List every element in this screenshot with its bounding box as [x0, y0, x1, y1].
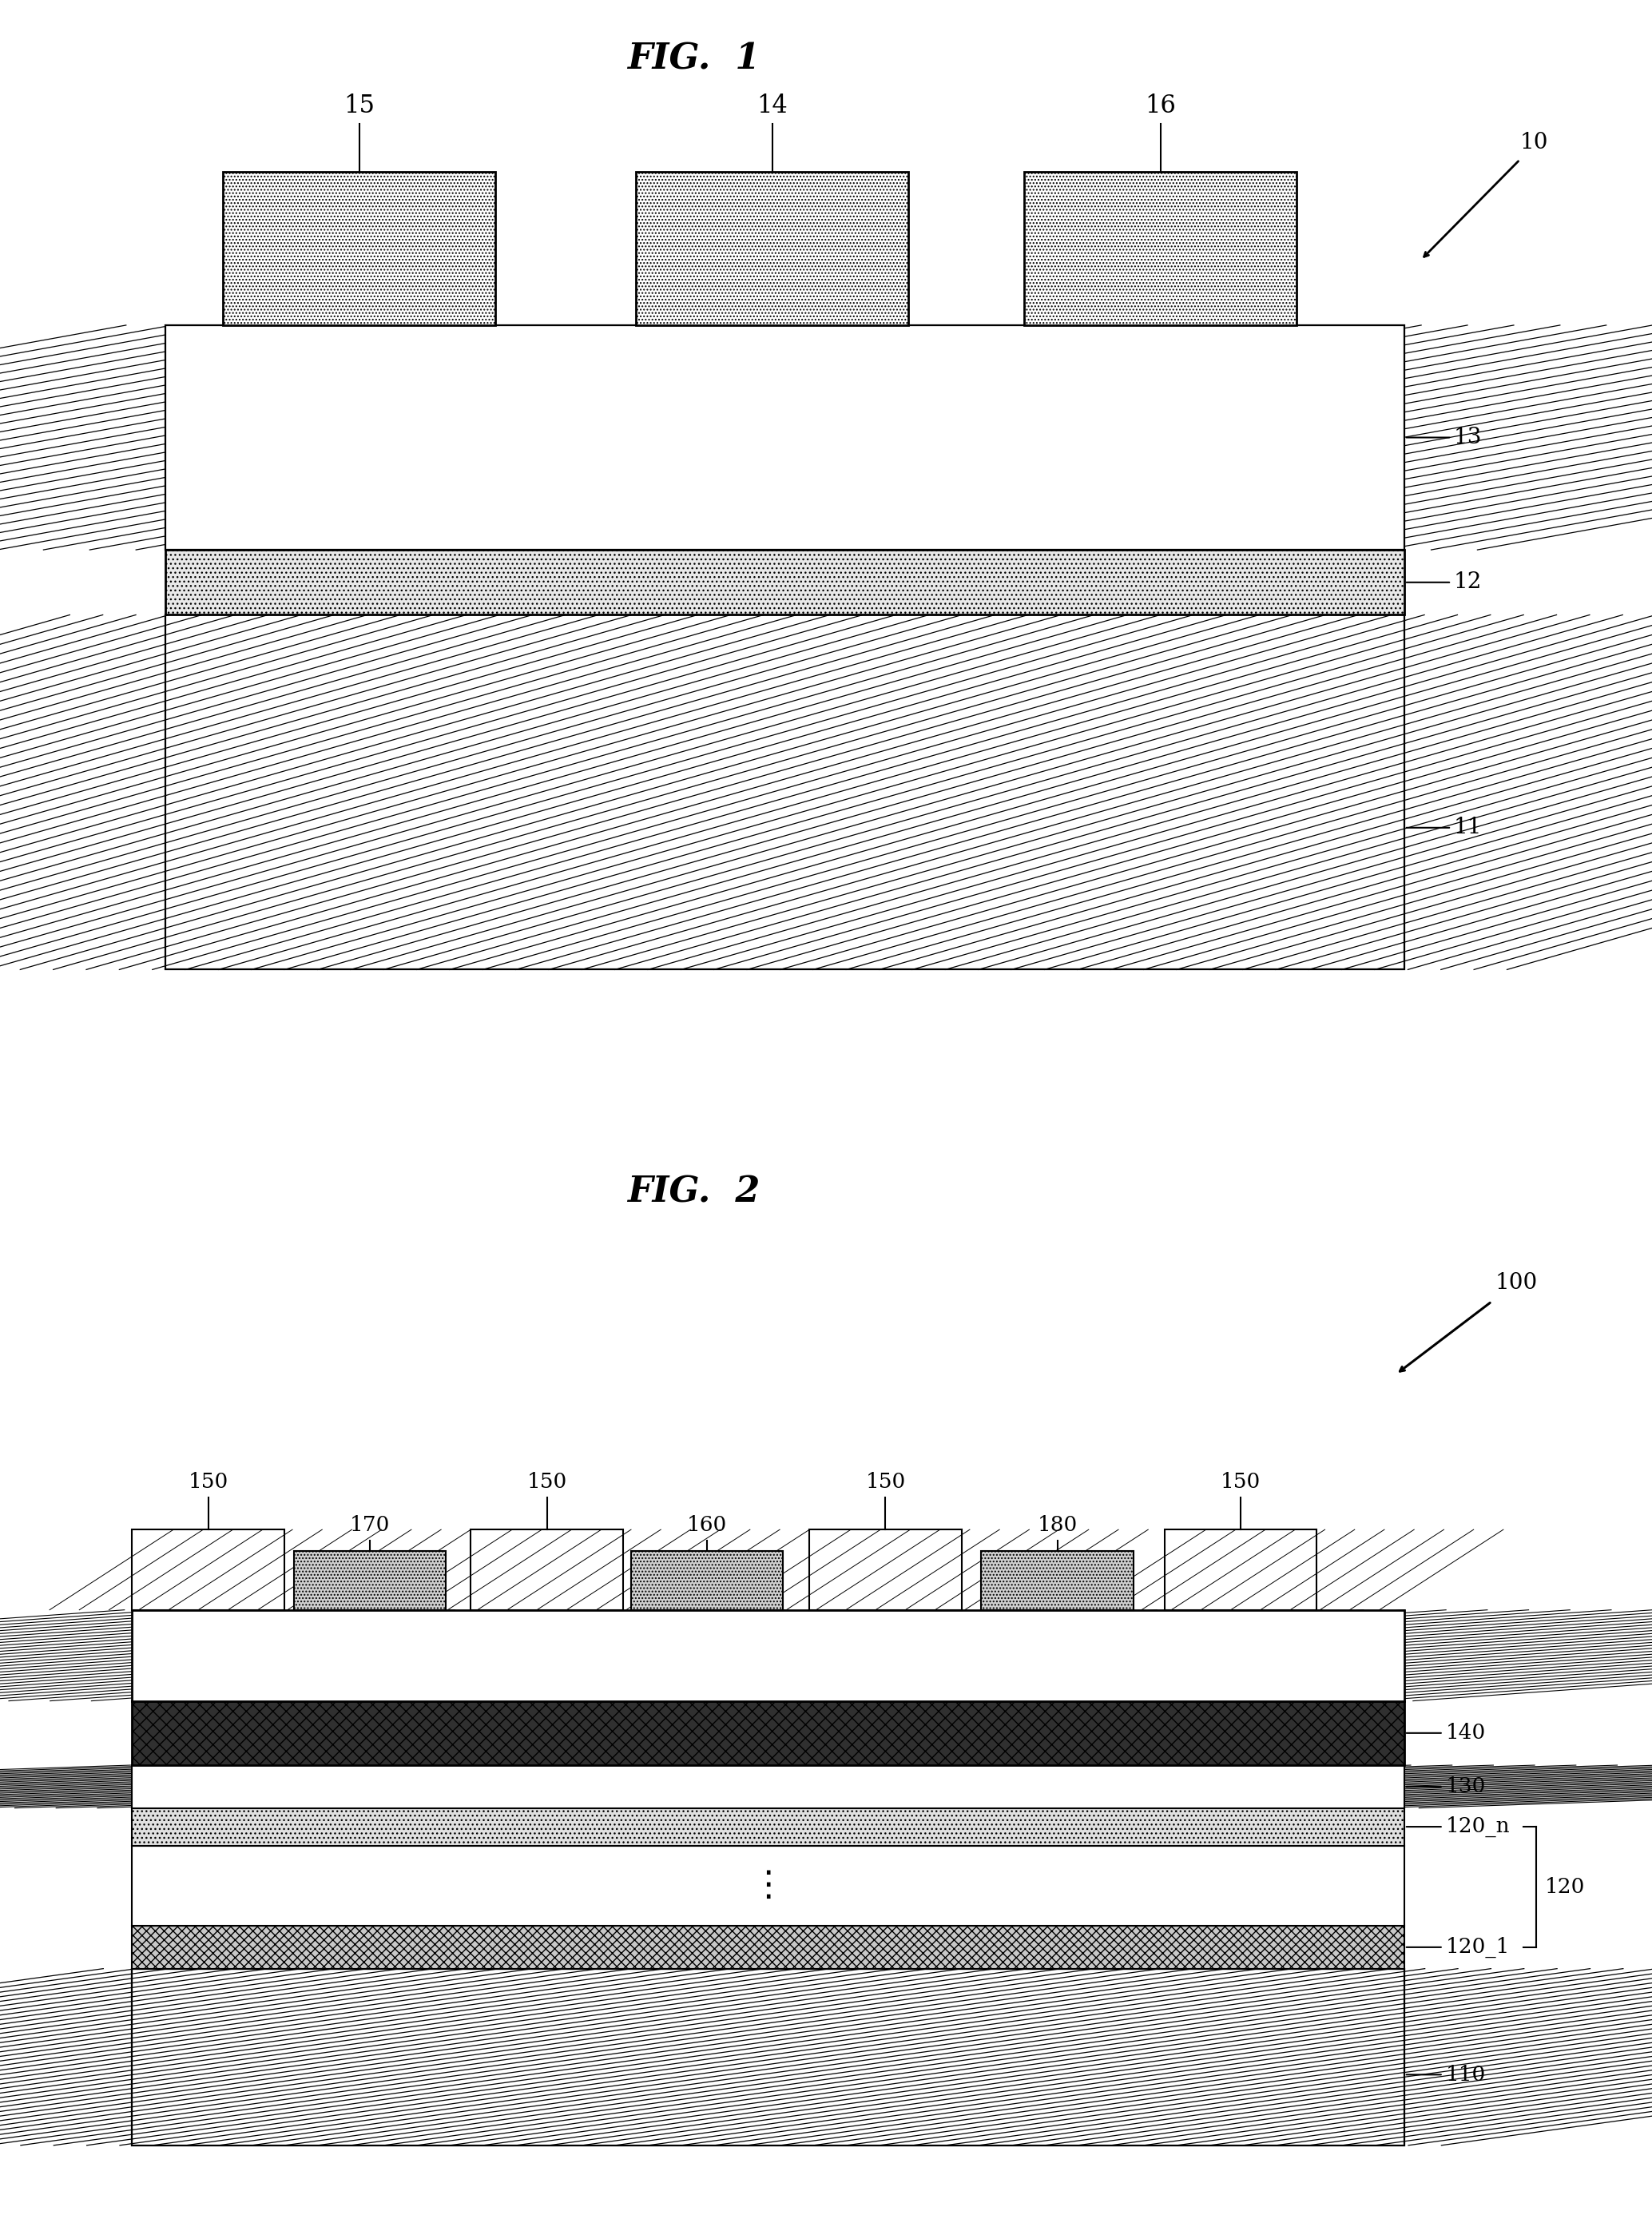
- Bar: [132, 1845, 1404, 1925]
- Text: 160: 160: [687, 1515, 727, 1535]
- Text: 15: 15: [344, 94, 375, 118]
- Text: 110: 110: [1406, 2064, 1485, 2084]
- Text: 130: 130: [1406, 1776, 1485, 1796]
- Bar: [132, 1925, 1404, 1968]
- Text: 100: 100: [1495, 1272, 1538, 1294]
- Text: 120_n: 120_n: [1406, 1816, 1510, 1836]
- Text: 120: 120: [1545, 1876, 1584, 1896]
- Bar: [1165, 1530, 1317, 1611]
- Bar: [132, 1765, 1404, 1807]
- Bar: [132, 1700, 1404, 1765]
- Bar: [132, 1611, 1404, 1700]
- Text: 170: 170: [350, 1515, 390, 1535]
- Bar: [165, 616, 1404, 970]
- Text: 140: 140: [1406, 1722, 1485, 1742]
- Bar: [165, 549, 1404, 616]
- Bar: [631, 1551, 783, 1611]
- Text: 150: 150: [1221, 1472, 1260, 1493]
- Text: 150: 150: [527, 1472, 567, 1493]
- Text: FIG.  2: FIG. 2: [628, 1176, 760, 1209]
- Text: ⋮: ⋮: [750, 1867, 786, 1903]
- Bar: [1024, 172, 1297, 326]
- Text: 13: 13: [1406, 426, 1482, 448]
- Text: 120_1: 120_1: [1406, 1937, 1510, 1957]
- Bar: [809, 1530, 961, 1611]
- Bar: [132, 1530, 284, 1611]
- Bar: [165, 326, 1404, 549]
- Text: 150: 150: [188, 1472, 228, 1493]
- Text: 150: 150: [866, 1472, 905, 1493]
- Bar: [981, 1551, 1133, 1611]
- Text: 180: 180: [1037, 1515, 1077, 1535]
- Text: 10: 10: [1520, 132, 1548, 154]
- Bar: [636, 172, 909, 326]
- Bar: [471, 1530, 623, 1611]
- Bar: [132, 1807, 1404, 1845]
- Bar: [294, 1551, 446, 1611]
- Text: FIG.  1: FIG. 1: [628, 42, 760, 76]
- Text: 14: 14: [757, 94, 788, 118]
- Text: 12: 12: [1406, 571, 1482, 593]
- Text: 16: 16: [1145, 94, 1176, 118]
- Text: 11: 11: [1406, 817, 1482, 839]
- Bar: [132, 1968, 1404, 2146]
- Bar: [223, 172, 496, 326]
